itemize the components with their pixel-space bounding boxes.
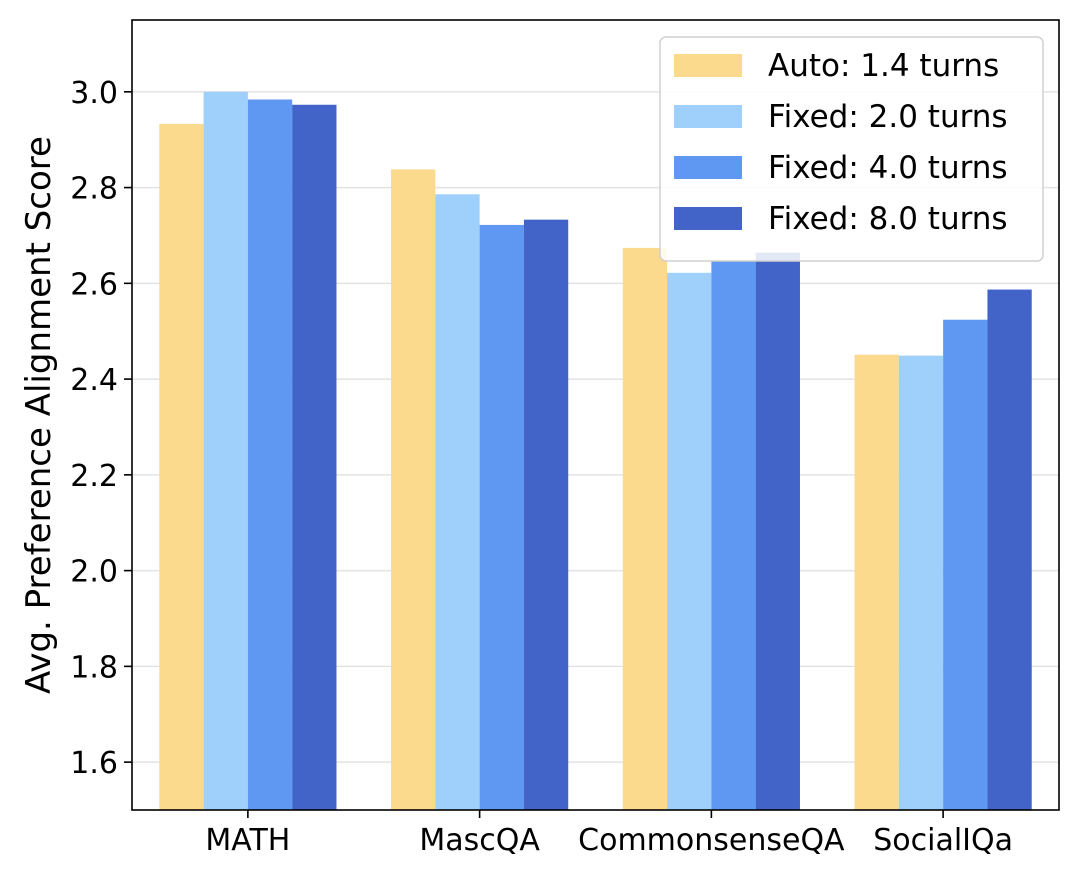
y-tick-label: 2.4 [70,363,118,398]
bar [711,261,756,810]
bar [435,194,480,810]
legend-swatch [674,105,742,128]
legend-label: Auto: 1.4 turns [768,48,999,84]
x-tick-label: CommonsenseQA [578,823,845,858]
bar [479,224,524,811]
y-tick-label: 1.6 [70,746,118,781]
bar [247,99,293,811]
bar [523,219,569,810]
y-tick-label: 3.0 [70,76,118,111]
bar [203,91,248,811]
legend: Auto: 1.4 turns Fixed: 2.0 turns Fixed: 4.… [659,36,1044,262]
y-tick-label: 2.0 [70,555,118,590]
y-axis: 1.6 1.8 2.0 2.2 2.4 2.6 2.8 3.0 [70,76,132,781]
legend-swatch [674,207,742,230]
bars [159,91,1032,811]
x-tick-label: SocialIQa [873,823,1013,858]
y-tick-label: 2.2 [70,459,118,494]
bar [667,272,712,810]
legend-label: Fixed: 4.0 turns [768,150,1008,186]
x-tick-label: MATH [205,823,290,858]
bar [159,123,204,810]
bar [622,247,668,811]
x-axis: MATH MascQA CommonsenseQA SocialIQa [205,810,1013,858]
x-tick-label: MascQA [419,823,540,858]
y-axis-label: Avg. Preference Alignment Score [19,136,59,694]
bar [391,169,436,810]
bar [943,319,988,810]
legend-label: Fixed: 8.0 turns [768,201,1008,237]
y-tick-label: 1.8 [70,650,118,685]
bar [854,354,899,810]
legend-swatch [674,156,742,179]
bar [755,252,800,810]
bar [987,289,1032,810]
bar [898,355,944,810]
bar [292,104,337,810]
plot-frame [131,19,1060,811]
legend-swatch [674,54,742,77]
y-tick-label: 2.8 [70,172,118,207]
y-tick-label: 2.6 [70,267,118,302]
legend-label: Fixed: 2.0 turns [768,99,1008,135]
legend-box [659,36,1044,262]
